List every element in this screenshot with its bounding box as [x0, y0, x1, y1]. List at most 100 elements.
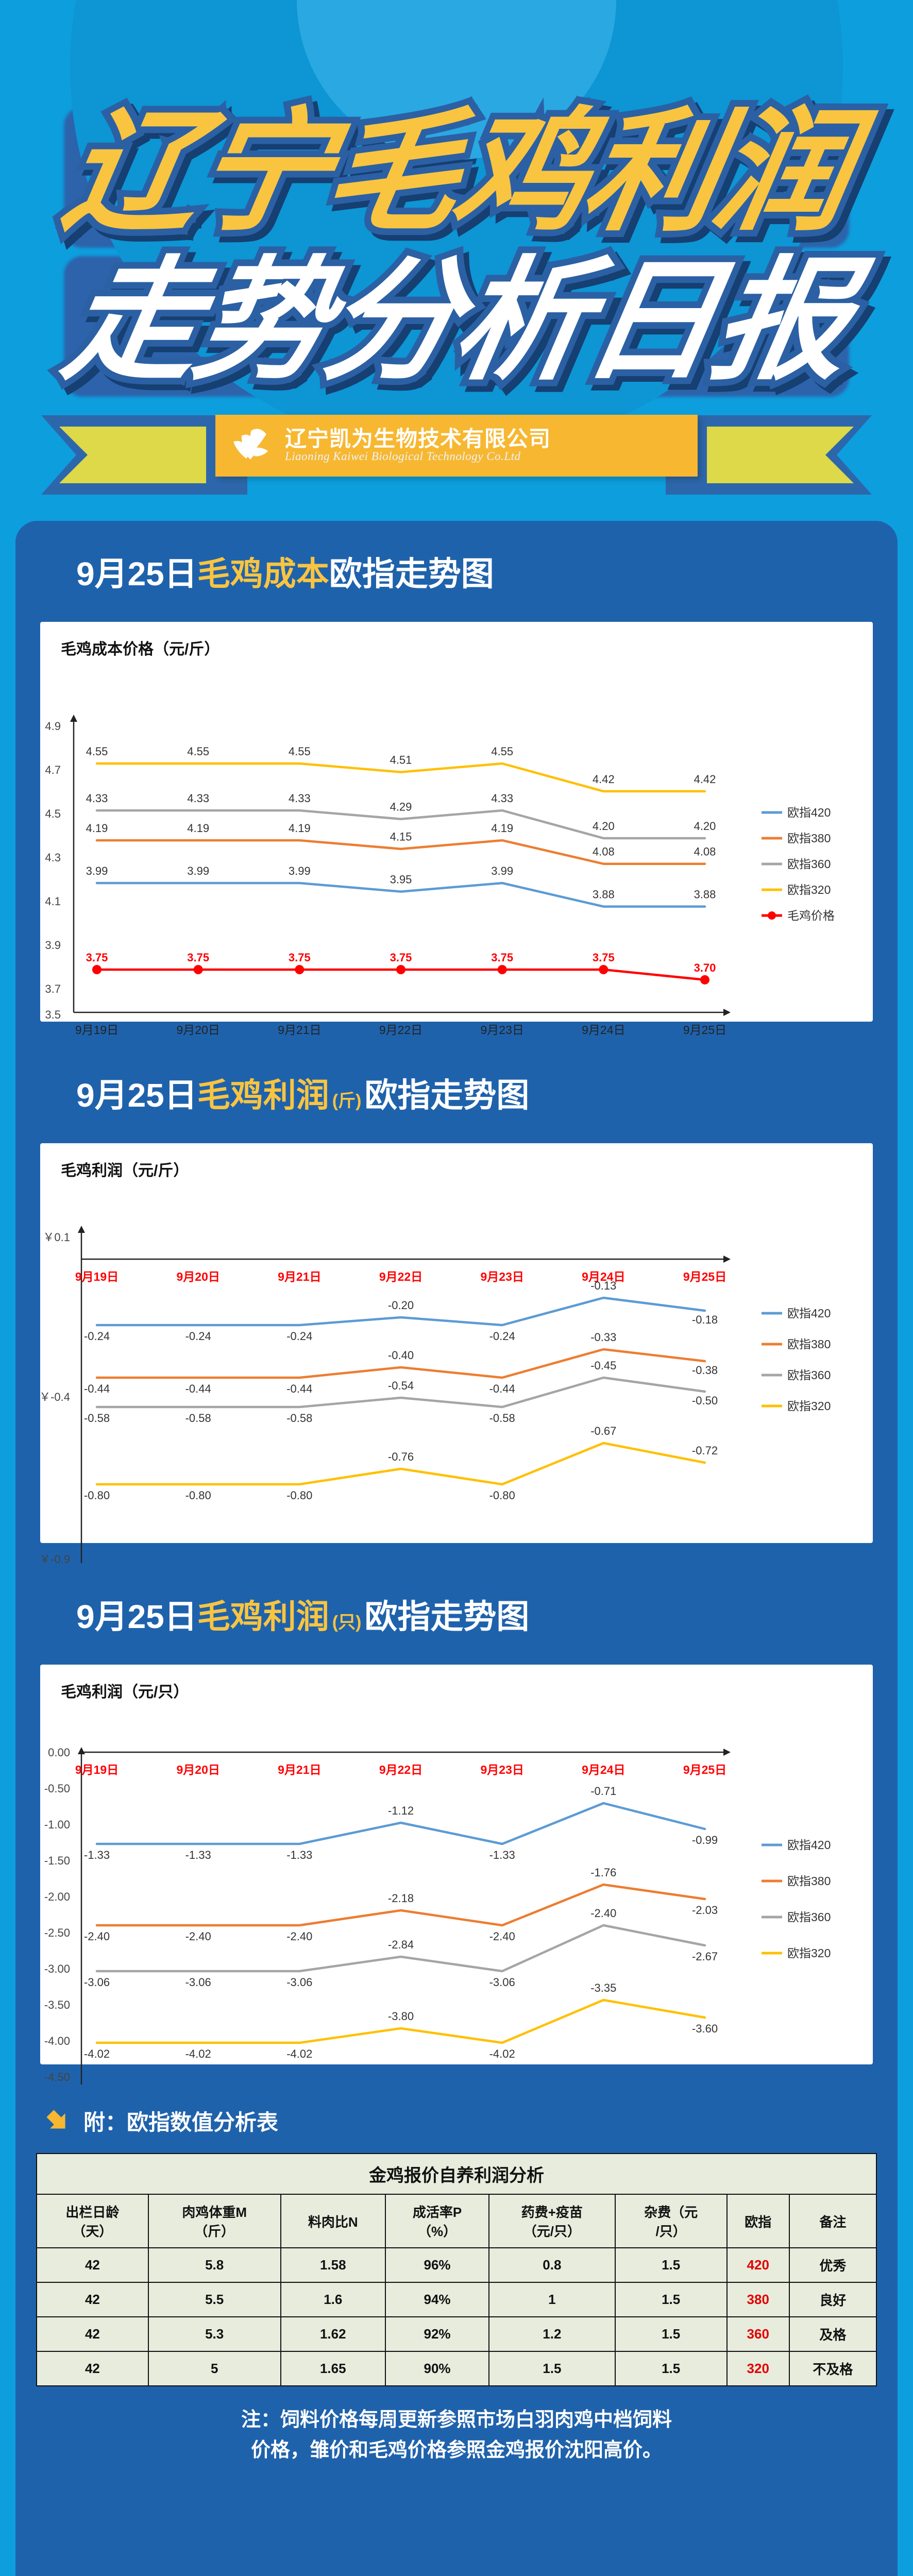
svg-text:-2.50: -2.50: [44, 1926, 70, 1939]
svg-text:-4.02: -4.02: [185, 2047, 211, 2060]
svg-text:3.7: 3.7: [45, 982, 61, 995]
svg-text:4.33: 4.33: [86, 792, 108, 805]
svg-text:9月23日: 9月23日: [481, 1763, 524, 1776]
svg-text:-2.03: -2.03: [692, 1904, 718, 1917]
svg-text:9月22日: 9月22日: [379, 1023, 422, 1037]
svg-text:-0.45: -0.45: [590, 1359, 616, 1372]
svg-text:4.42: 4.42: [593, 773, 615, 786]
svg-text:-0.18: -0.18: [692, 1313, 718, 1326]
svg-text:4.55: 4.55: [491, 745, 513, 758]
svg-text:9月21日: 9月21日: [278, 1763, 321, 1776]
svg-text:3.99: 3.99: [289, 865, 311, 877]
svg-text:-4.02: -4.02: [286, 2047, 312, 2060]
svg-text:-0.80: -0.80: [185, 1489, 211, 1502]
svg-text:4.55: 4.55: [86, 745, 108, 758]
svg-text:-1.33: -1.33: [84, 1849, 110, 1861]
svg-text:-0.40: -0.40: [388, 1349, 414, 1362]
svg-text:-4.00: -4.00: [44, 2035, 70, 2047]
svg-text:4.1: 4.1: [45, 895, 61, 908]
svg-text:4.19: 4.19: [289, 822, 311, 835]
svg-text:欧指420: 欧指420: [787, 1838, 831, 1852]
svg-text:3.9: 3.9: [45, 939, 61, 952]
svg-text:-1.76: -1.76: [590, 1866, 616, 1879]
svg-text:-2.00: -2.00: [44, 1890, 70, 1903]
svg-text:-1.33: -1.33: [185, 1849, 211, 1861]
svg-text:4.33: 4.33: [491, 792, 513, 805]
svg-text:9月23日: 9月23日: [481, 1023, 524, 1037]
svg-text:3.95: 3.95: [390, 873, 412, 886]
svg-text:-0.44: -0.44: [185, 1382, 211, 1395]
svg-text:-0.58: -0.58: [489, 1412, 515, 1425]
svg-text:4.29: 4.29: [390, 801, 412, 814]
svg-text:3.75: 3.75: [491, 951, 513, 964]
svg-text:9月25日: 9月25日: [683, 1270, 726, 1283]
svg-text:-3.06: -3.06: [489, 1976, 515, 1989]
svg-text:4.55: 4.55: [289, 745, 311, 758]
svg-text:3.99: 3.99: [491, 865, 513, 877]
svg-text:-0.58: -0.58: [185, 1412, 211, 1425]
svg-text:-0.24: -0.24: [185, 1330, 211, 1343]
svg-text:-1.33: -1.33: [286, 1849, 312, 1861]
svg-text:0.00: 0.00: [48, 1746, 70, 1759]
svg-text:-0.50: -0.50: [692, 1394, 718, 1407]
svg-text:4.42: 4.42: [694, 773, 716, 786]
svg-text:-0.44: -0.44: [489, 1382, 515, 1395]
svg-text:4.5: 4.5: [45, 807, 61, 820]
svg-text:-2.40: -2.40: [84, 1930, 110, 1943]
svg-text:4.9: 4.9: [45, 720, 61, 733]
svg-text:9月19日: 9月19日: [75, 1270, 119, 1283]
svg-text:3.75: 3.75: [593, 951, 615, 964]
svg-text:-0.24: -0.24: [286, 1330, 312, 1343]
svg-text:-0.80: -0.80: [84, 1489, 110, 1502]
svg-text:4.08: 4.08: [694, 845, 716, 858]
svg-text:-0.58: -0.58: [286, 1412, 312, 1425]
svg-text:9月20日: 9月20日: [177, 1023, 220, 1037]
svg-text:-0.24: -0.24: [84, 1330, 110, 1343]
svg-text:-2.84: -2.84: [388, 1938, 414, 1951]
svg-text:-3.50: -3.50: [44, 1998, 70, 2011]
svg-text:-0.38: -0.38: [692, 1364, 718, 1377]
svg-text:欧指360: 欧指360: [787, 1368, 831, 1382]
svg-text:-0.13: -0.13: [590, 1279, 616, 1292]
svg-text:-2.18: -2.18: [388, 1892, 414, 1905]
svg-text:4.33: 4.33: [187, 792, 209, 805]
svg-text:毛鸡价格: 毛鸡价格: [787, 909, 835, 922]
svg-text:-3.60: -3.60: [692, 2022, 718, 2035]
svg-text:欧指380: 欧指380: [787, 1874, 831, 1888]
svg-text:3.99: 3.99: [187, 865, 209, 877]
svg-text:4.20: 4.20: [694, 820, 716, 833]
svg-text:-0.72: -0.72: [692, 1444, 718, 1457]
svg-text:-1.50: -1.50: [44, 1854, 70, 1867]
svg-text:-0.67: -0.67: [590, 1425, 616, 1437]
svg-text:4.15: 4.15: [390, 831, 412, 843]
svg-text:9月24日: 9月24日: [582, 1763, 625, 1776]
svg-text:欧指420: 欧指420: [787, 806, 831, 819]
svg-text:欧指420: 欧指420: [787, 1307, 831, 1320]
svg-text:9月25日: 9月25日: [683, 1763, 726, 1776]
svg-text:-0.80: -0.80: [286, 1489, 312, 1502]
svg-text:4.33: 4.33: [289, 792, 311, 805]
svg-text:4.19: 4.19: [187, 822, 209, 835]
svg-text:-2.40: -2.40: [590, 1907, 616, 1920]
svg-text:4.20: 4.20: [593, 820, 615, 833]
svg-text:-1.00: -1.00: [44, 1818, 70, 1831]
svg-text:4.19: 4.19: [491, 822, 513, 835]
svg-text:-0.80: -0.80: [489, 1489, 515, 1502]
svg-text:-0.44: -0.44: [84, 1382, 110, 1395]
svg-text:欧指360: 欧指360: [787, 1910, 831, 1924]
svg-text:3.75: 3.75: [289, 951, 311, 964]
svg-text:-0.99: -0.99: [692, 1834, 718, 1846]
svg-text:9月20日: 9月20日: [177, 1270, 220, 1283]
svg-text:-0.76: -0.76: [388, 1450, 414, 1463]
svg-text:-4.50: -4.50: [44, 2071, 70, 2083]
svg-text:9月24日: 9月24日: [582, 1023, 625, 1037]
svg-text:-3.80: -3.80: [388, 2010, 414, 2023]
svg-text:3.75: 3.75: [187, 951, 209, 964]
svg-text:9月21日: 9月21日: [278, 1023, 321, 1037]
svg-text:￥-0.4: ￥-0.4: [40, 1391, 70, 1403]
svg-text:4.51: 4.51: [390, 754, 412, 767]
svg-text:欧指320: 欧指320: [787, 1399, 831, 1413]
svg-text:-0.24: -0.24: [489, 1330, 515, 1343]
svg-text:-3.06: -3.06: [286, 1976, 312, 1989]
svg-text:9月23日: 9月23日: [481, 1270, 524, 1283]
